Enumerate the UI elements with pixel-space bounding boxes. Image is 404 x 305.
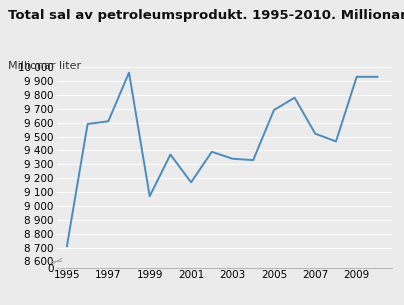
- Text: Total sal av petroleumsprodukt. 1995-2010. Millionar liter: Total sal av petroleumsprodukt. 1995-201…: [8, 9, 404, 22]
- Text: Millionar liter: Millionar liter: [8, 61, 81, 71]
